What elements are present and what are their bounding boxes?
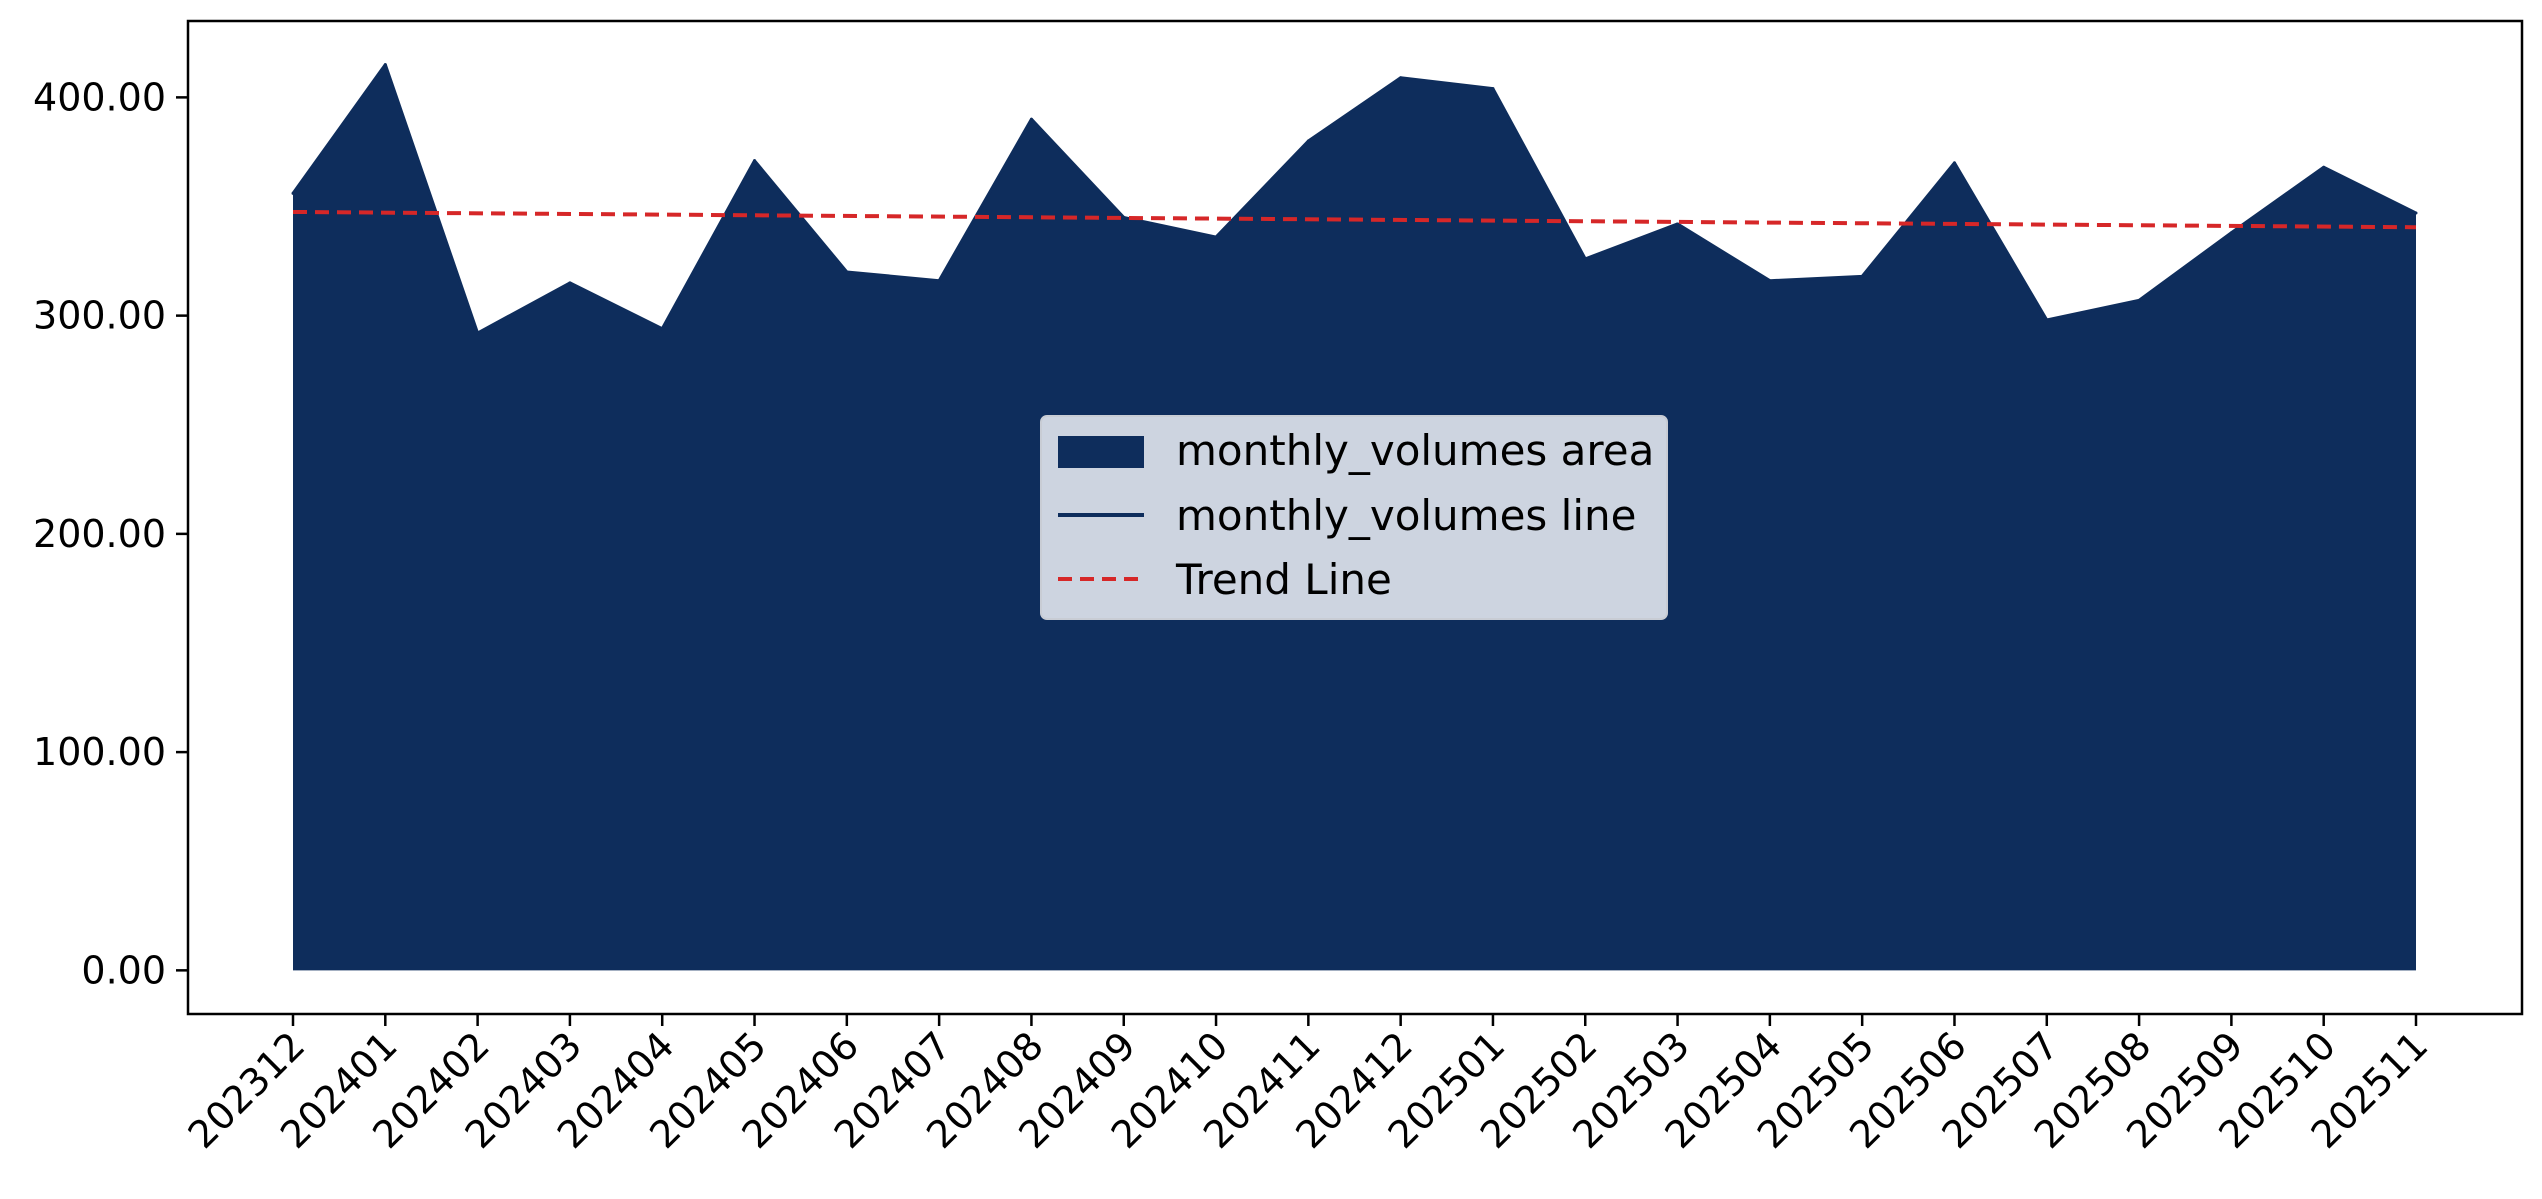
axes-frame xyxy=(186,19,2524,1016)
series-line xyxy=(291,63,2417,335)
y-tick-label: 300.00 xyxy=(33,294,166,338)
data-point xyxy=(1676,222,1680,226)
data-point xyxy=(1583,257,1587,261)
y-tick-label: 100.00 xyxy=(33,730,166,774)
data-point xyxy=(845,270,849,274)
y-tick-label: 0.00 xyxy=(81,948,166,992)
data-point xyxy=(291,191,295,195)
y-tick-label: 200.00 xyxy=(33,512,166,556)
data-point xyxy=(1029,117,1033,121)
data-point xyxy=(1122,215,1126,219)
data-point xyxy=(1306,139,1310,143)
data-point xyxy=(568,281,572,285)
trend-line xyxy=(292,209,2417,230)
legend-area-label: monthly_volumes area xyxy=(1176,426,1654,475)
data-point xyxy=(753,159,757,163)
data-point xyxy=(2137,298,2141,302)
legend: monthly_volumes area monthly_volumes lin… xyxy=(1040,415,1668,620)
x-axis: 2023122024012024022024032024042024052024… xyxy=(180,1014,2436,1157)
data-point xyxy=(1214,235,1218,239)
data-point xyxy=(1768,279,1772,283)
data-point xyxy=(2229,231,2233,235)
data-point xyxy=(2414,211,2418,215)
legend-line-label: monthly_volumes line xyxy=(1176,491,1636,540)
data-point xyxy=(383,63,387,67)
data-point xyxy=(937,279,941,283)
legend-trend-label: Trend Line xyxy=(1175,555,1392,604)
data-point xyxy=(2322,165,2326,169)
data-point xyxy=(660,327,664,331)
data-point xyxy=(2045,318,2049,322)
legend-area-swatch xyxy=(1058,436,1144,468)
y-tick-label: 400.00 xyxy=(33,75,166,119)
data-point xyxy=(1491,87,1495,91)
y-axis: 0.00 100.00 200.00 300.00 400.00 xyxy=(33,75,188,992)
data-point xyxy=(1952,161,1956,165)
data-point xyxy=(1399,76,1403,80)
data-point xyxy=(1860,274,1864,278)
legend-box xyxy=(1040,415,1668,620)
data-point xyxy=(476,331,480,335)
